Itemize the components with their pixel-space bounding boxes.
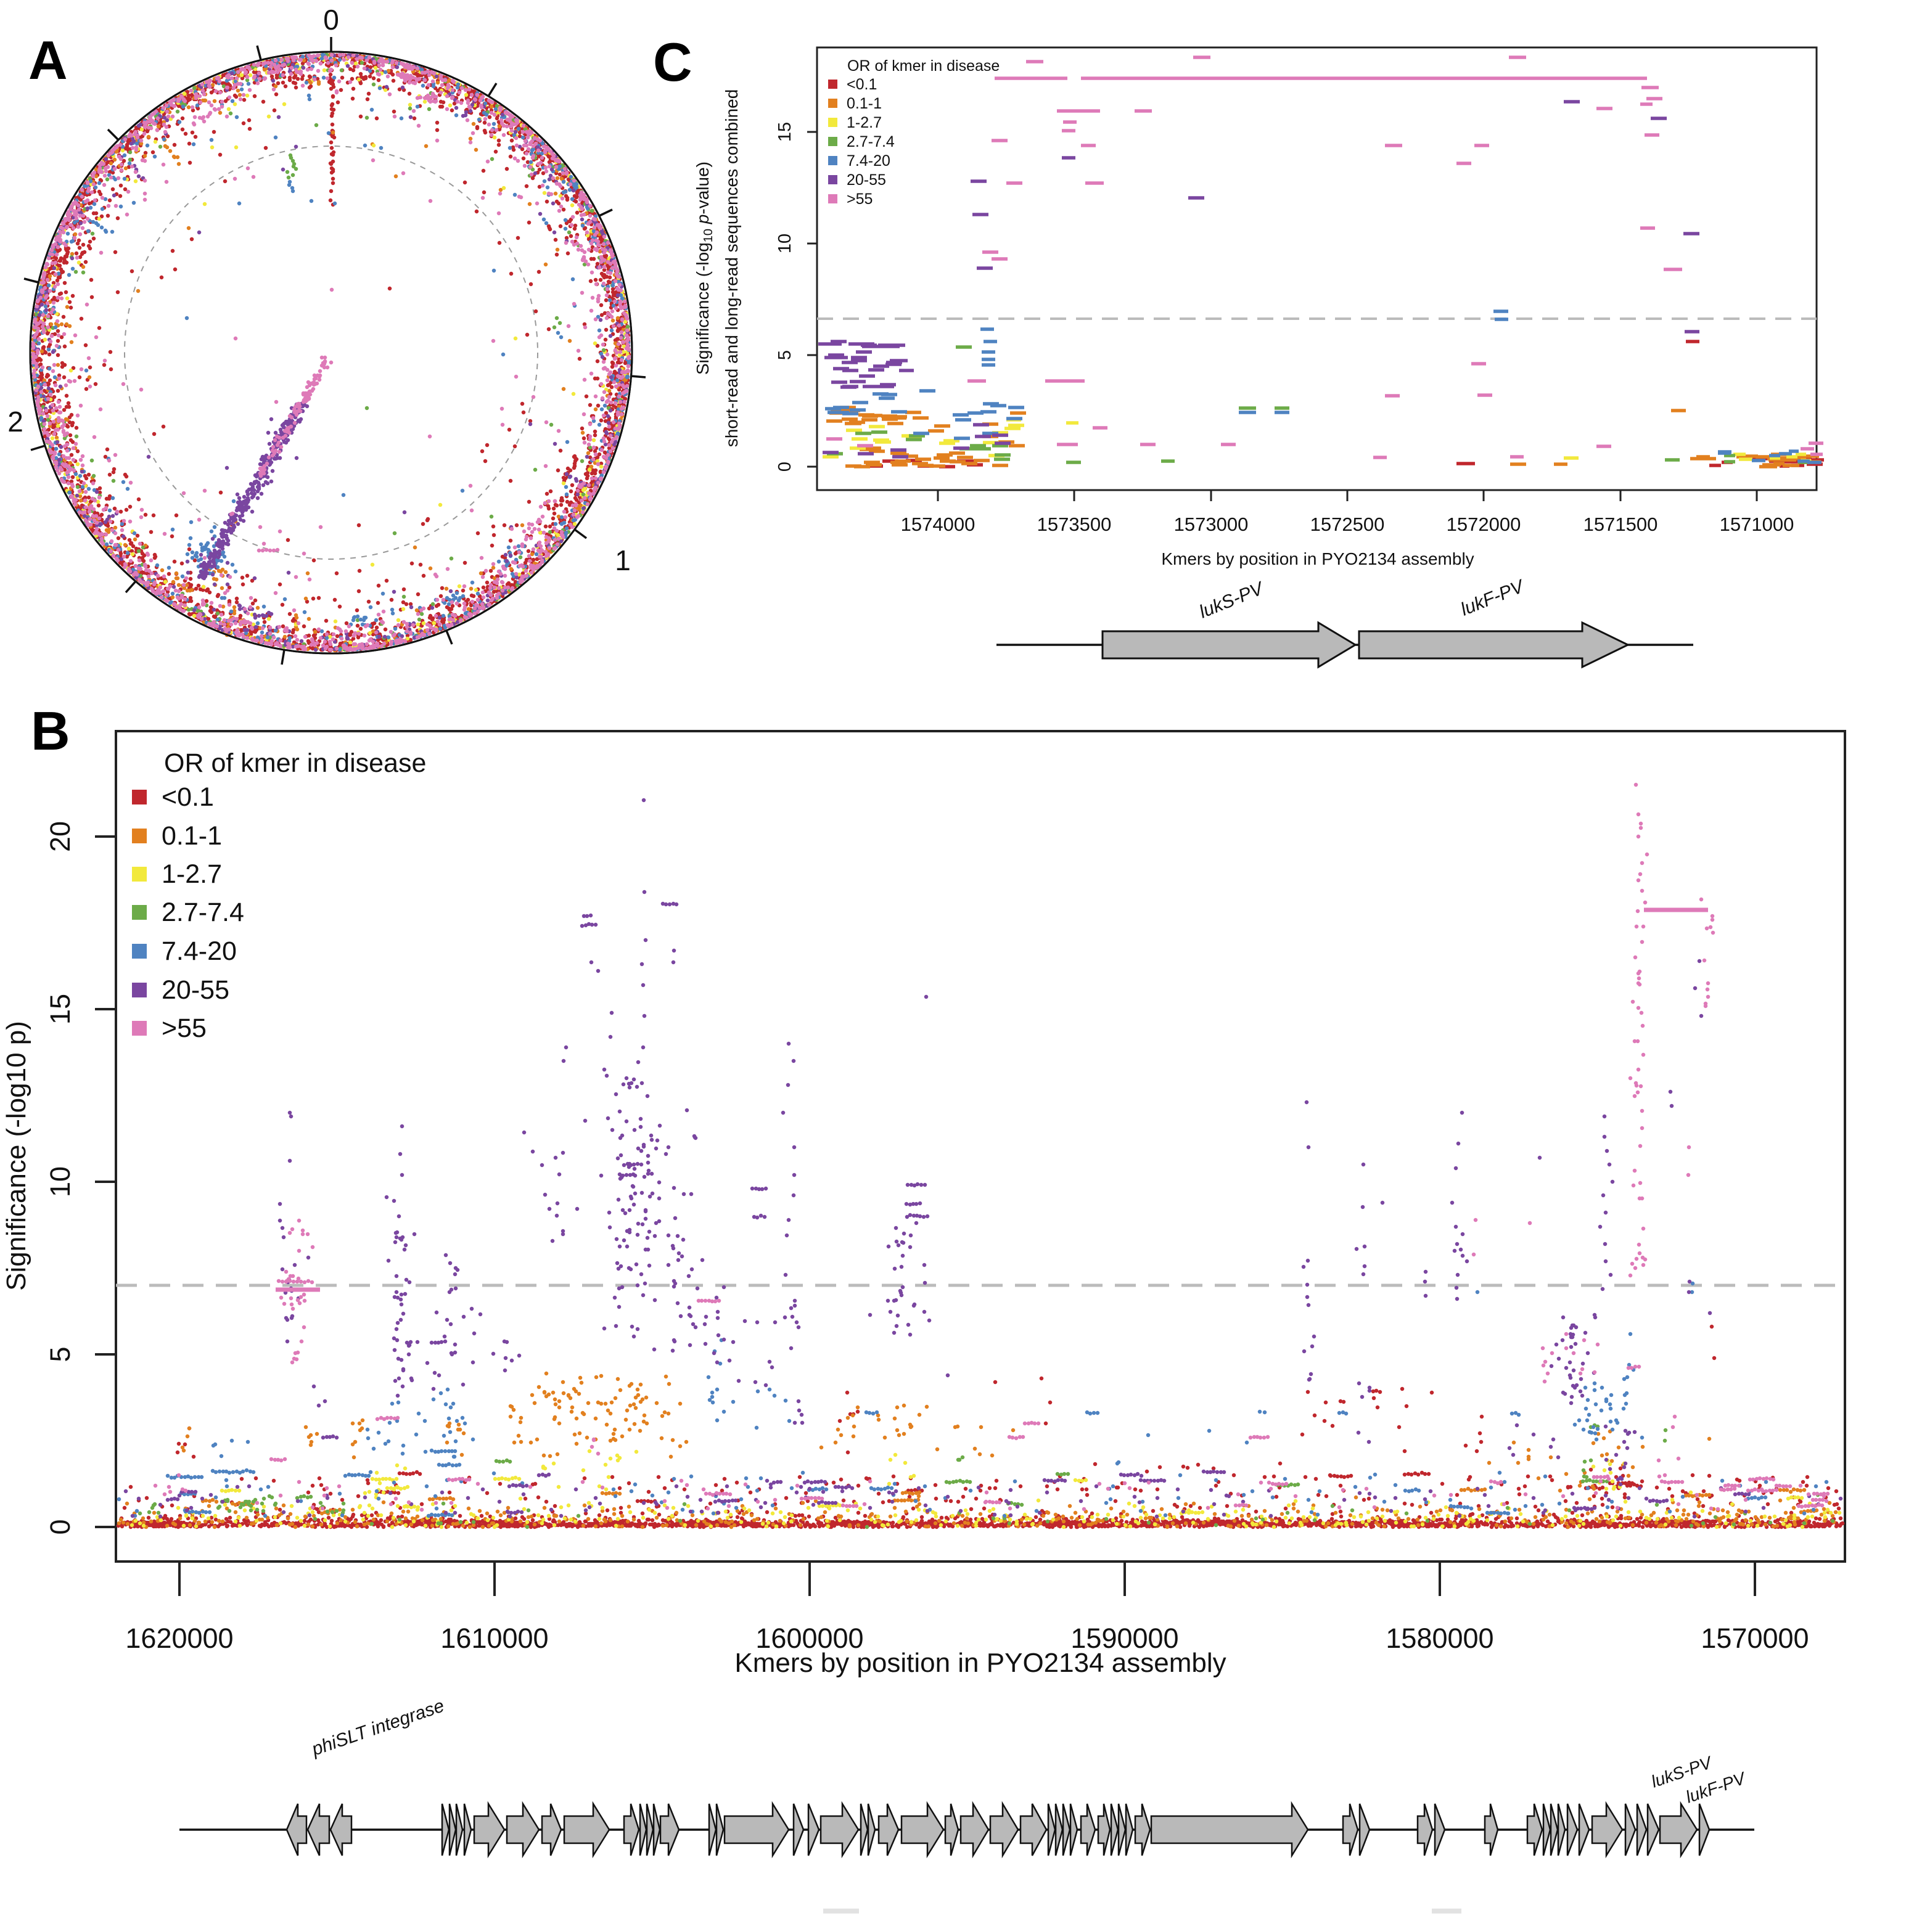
svg-text:1571500: 1571500 xyxy=(1583,514,1658,535)
svg-text:0: 0 xyxy=(323,4,339,36)
svg-text:1573500: 1573500 xyxy=(1037,514,1112,535)
svg-text:OR of kmer in disease: OR of kmer in disease xyxy=(164,748,426,778)
svg-text:>55: >55 xyxy=(847,190,873,208)
svg-text:1590000: 1590000 xyxy=(1070,1623,1178,1654)
svg-text:A: A xyxy=(28,30,68,91)
svg-text:20-55: 20-55 xyxy=(847,171,886,189)
svg-text:7.4-20: 7.4-20 xyxy=(162,936,237,966)
svg-text:<0.1: <0.1 xyxy=(162,782,214,812)
svg-text:5: 5 xyxy=(44,1346,76,1362)
svg-text:20: 20 xyxy=(44,821,76,852)
svg-text:B: B xyxy=(31,700,70,761)
svg-text:20-55: 20-55 xyxy=(162,975,229,1005)
svg-text:1580000: 1580000 xyxy=(1386,1623,1493,1654)
svg-text:1572500: 1572500 xyxy=(1310,514,1385,535)
svg-text:1574000: 1574000 xyxy=(901,514,975,535)
svg-text:Kmers by position in PYO2134 a: Kmers by position in PYO2134 assembly xyxy=(734,1648,1226,1678)
svg-text:1: 1 xyxy=(615,544,631,576)
svg-text:1571000: 1571000 xyxy=(1720,514,1794,535)
svg-text:<0.1: <0.1 xyxy=(847,76,877,93)
svg-text:Significance (-log10 p): Significance (-log10 p) xyxy=(1,1021,31,1291)
svg-text:>55: >55 xyxy=(162,1013,207,1043)
svg-text:short-read and long-read seque: short-read and long-read sequences combi… xyxy=(722,89,741,448)
svg-text:1573000: 1573000 xyxy=(1174,514,1249,535)
svg-text:2.7-7.4: 2.7-7.4 xyxy=(162,898,244,927)
svg-text:2: 2 xyxy=(7,406,23,438)
svg-text:5: 5 xyxy=(775,350,795,360)
svg-text:1600000: 1600000 xyxy=(755,1623,863,1654)
svg-text:7.4-20: 7.4-20 xyxy=(847,152,890,170)
svg-text:0: 0 xyxy=(44,1519,76,1534)
svg-text:10: 10 xyxy=(775,234,795,253)
svg-text:1-2.7: 1-2.7 xyxy=(162,859,222,889)
svg-text:0.1-1: 0.1-1 xyxy=(162,821,222,851)
svg-text:1572000: 1572000 xyxy=(1447,514,1521,535)
svg-text:1-2.7: 1-2.7 xyxy=(847,114,882,131)
svg-text:OR of kmer in disease: OR of kmer in disease xyxy=(847,57,1000,75)
svg-text:1610000: 1610000 xyxy=(440,1623,548,1654)
svg-text:0.1-1: 0.1-1 xyxy=(847,95,882,112)
svg-text:Significance (-log10 p-value): Significance (-log10 p-value) xyxy=(693,162,715,375)
svg-text:15: 15 xyxy=(44,994,76,1025)
svg-text:1570000: 1570000 xyxy=(1701,1623,1809,1654)
svg-text:Kmers by position in PYO2134 a: Kmers by position in PYO2134 assembly xyxy=(1161,549,1474,568)
svg-text:10: 10 xyxy=(44,1166,76,1197)
svg-text:0: 0 xyxy=(775,462,795,472)
svg-text:2.7-7.4: 2.7-7.4 xyxy=(847,133,895,150)
svg-text:C: C xyxy=(653,31,692,92)
svg-text:1620000: 1620000 xyxy=(125,1623,233,1654)
svg-text:15: 15 xyxy=(775,122,795,142)
